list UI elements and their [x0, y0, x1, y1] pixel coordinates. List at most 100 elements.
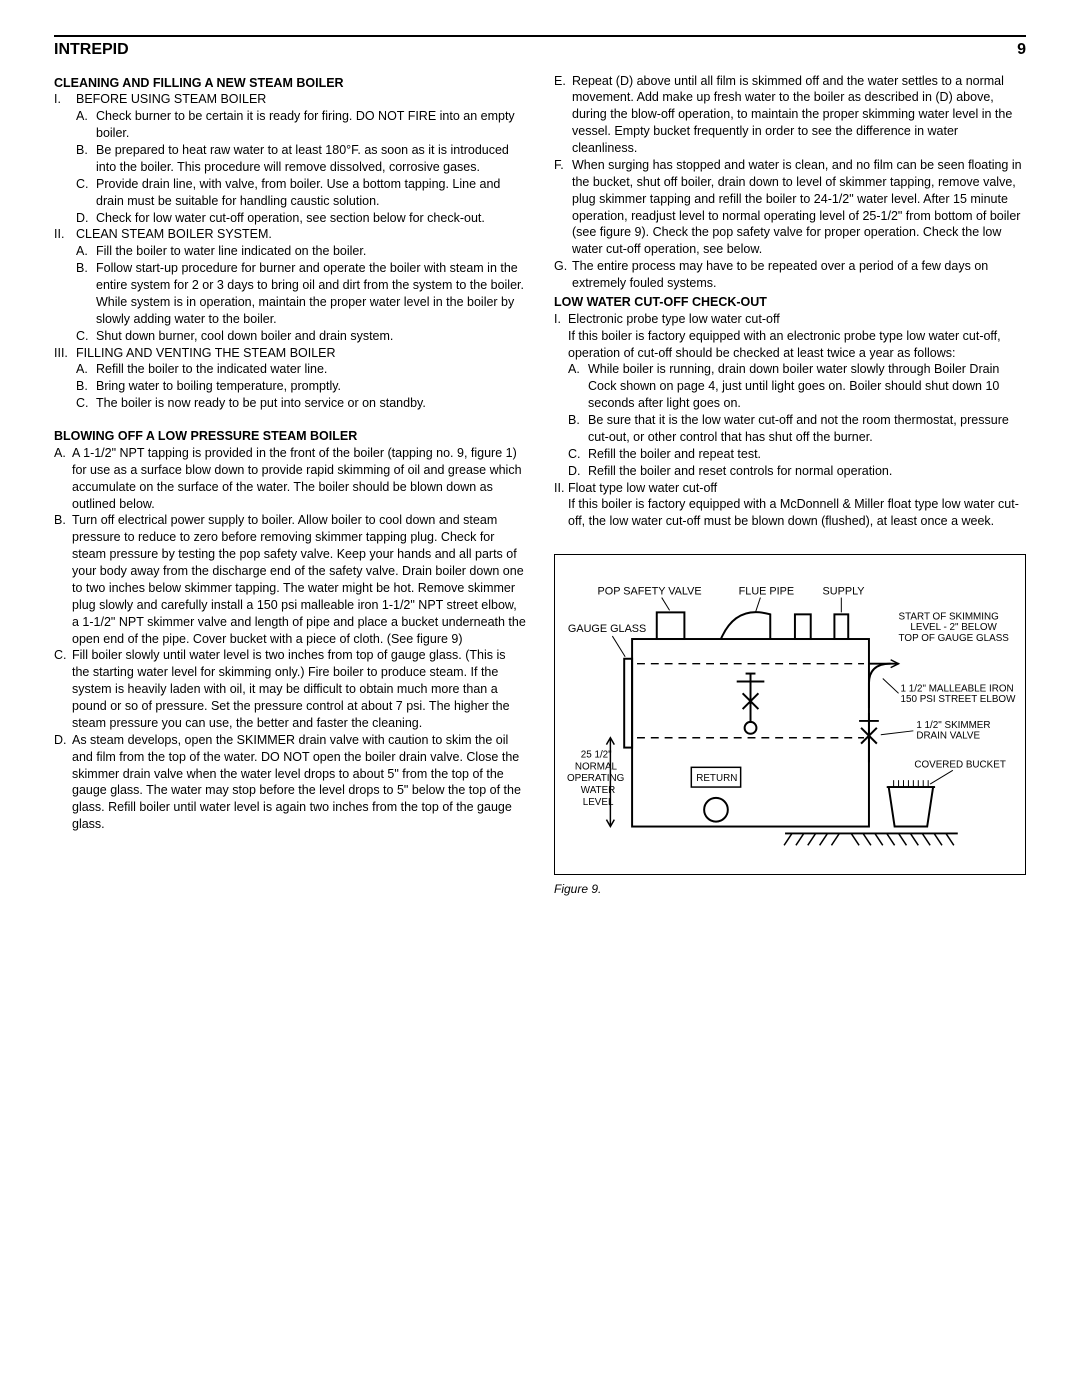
abody: Check for low water cut-off operation, s… — [96, 210, 526, 227]
an: B. — [76, 142, 96, 176]
an: D. — [568, 463, 588, 480]
lbl-elbow2: 150 PSI STREET ELBOW — [901, 694, 1017, 705]
alpha: D.Check for low water cut-off operation,… — [54, 210, 526, 227]
an: B. — [76, 378, 96, 395]
lbl-lvl1: 25 1/2" — [581, 750, 612, 761]
lbl-drain1: 1 1/2" SKIMMER — [916, 720, 990, 731]
alpha: A.Check burner to be certain it is ready… — [54, 108, 526, 142]
an: A. — [76, 108, 96, 142]
top-rule — [54, 35, 1026, 37]
alpha: B.Follow start-up procedure for burner a… — [54, 260, 526, 328]
lbody: Fill boiler slowly until water level is … — [72, 647, 526, 731]
section-title-blowing: BLOWING OFF A LOW PRESSURE STEAM BOILER — [54, 428, 526, 445]
an: B. — [76, 260, 96, 328]
roman-I: I. Electronic probe type low water cut-o… — [554, 311, 1026, 328]
ln: A. — [54, 445, 72, 513]
abody: Refill the boiler to the indicated water… — [96, 361, 526, 378]
an: C. — [76, 328, 96, 345]
abody: Be sure that it is the low water cut-off… — [588, 412, 1026, 446]
rn: III. — [54, 345, 76, 362]
lbl-pop: POP SAFETY VALVE — [598, 586, 702, 598]
roman-II: II. CLEAN STEAM BOILER SYSTEM. — [54, 226, 526, 243]
abody: Bring water to boiling temperature, prom… — [96, 378, 526, 395]
alpha: A.Refill the boiler to the indicated wat… — [54, 361, 526, 378]
page-number: 9 — [1017, 39, 1026, 61]
an: C. — [76, 176, 96, 210]
ln: C. — [54, 647, 72, 731]
letter: A.A 1-1/2" NPT tapping is provided in th… — [54, 445, 526, 513]
alpha: C.The boiler is now ready to be put into… — [54, 395, 526, 412]
rbody: CLEAN STEAM BOILER SYSTEM. — [76, 226, 526, 243]
figure-9: POP SAFETY VALVE FLUE PIPE SUPPLY GAUGE … — [554, 554, 1026, 875]
lbody: When surging has stopped and water is cl… — [572, 157, 1026, 258]
rbody: BEFORE USING STEAM BOILER — [76, 91, 526, 108]
an: A. — [76, 243, 96, 260]
lbl-drain2: DRAIN VALVE — [916, 731, 980, 742]
an: A. — [76, 361, 96, 378]
letter: C.Fill boiler slowly until water level i… — [54, 647, 526, 731]
lbl-bucket: COVERED BUCKET — [914, 760, 1006, 771]
letter: F.When surging has stopped and water is … — [554, 157, 1026, 258]
alpha: B.Be prepared to heat raw water to at le… — [54, 142, 526, 176]
letter: B.Turn off electrical power supply to bo… — [54, 512, 526, 647]
an: C. — [76, 395, 96, 412]
roman-II: II. Float type low water cut-off — [554, 480, 1026, 497]
rn: I. — [54, 91, 76, 108]
abody: Shut down burner, cool down boiler and d… — [96, 328, 526, 345]
roman-I: I. BEFORE USING STEAM BOILER — [54, 91, 526, 108]
an: C. — [568, 446, 588, 463]
section-title-lowwater: LOW WATER CUT-OFF CHECK-OUT — [554, 294, 1026, 311]
lbl-lvl4: WATER — [581, 785, 616, 796]
rbody: Float type low water cut-off — [568, 480, 1026, 497]
lbody: Turn off electrical power supply to boil… — [72, 512, 526, 647]
lbl-lvl3: OPERATING — [567, 773, 624, 784]
ln: E. — [554, 73, 572, 157]
rbody: FILLING AND VENTING THE STEAM BOILER — [76, 345, 526, 362]
abody: While boiler is running, drain down boil… — [588, 361, 1026, 412]
an: A. — [568, 361, 588, 412]
ln: D. — [54, 732, 72, 833]
lbl-flue: FLUE PIPE — [739, 586, 794, 598]
roman-III: III. FILLING AND VENTING THE STEAM BOILE… — [54, 345, 526, 362]
letter: E.Repeat (D) above until all film is ski… — [554, 73, 1026, 157]
abody: The boiler is now ready to be put into s… — [96, 395, 526, 412]
lbl-gauge: GAUGE GLASS — [568, 623, 646, 635]
lbl-lvl5: LEVEL — [583, 797, 614, 808]
figure-caption: Figure 9. — [554, 881, 1026, 897]
abody: Fill the boiler to water line indicated … — [96, 243, 526, 260]
columns: CLEANING AND FILLING A NEW STEAM BOILER … — [54, 73, 1026, 897]
lbl-return: RETURN — [696, 773, 737, 784]
figure-9-svg: POP SAFETY VALVE FLUE PIPE SUPPLY GAUGE … — [563, 565, 1017, 861]
abody: Follow start-up procedure for burner and… — [96, 260, 526, 328]
rn: I. — [554, 311, 568, 328]
ln: B. — [54, 512, 72, 647]
para: If this boiler is factory equipped with … — [554, 496, 1026, 530]
abody: Refill the boiler and repeat test. — [588, 446, 1026, 463]
alpha: A.Fill the boiler to water line indicate… — [54, 243, 526, 260]
alpha: A.While boiler is running, drain down bo… — [554, 361, 1026, 412]
alpha: D.Refill the boiler and reset controls f… — [554, 463, 1026, 480]
ln: F. — [554, 157, 572, 258]
lbody: A 1-1/2" NPT tapping is provided in the … — [72, 445, 526, 513]
abody: Check burner to be certain it is ready f… — [96, 108, 526, 142]
section-title-cleaning: CLEANING AND FILLING A NEW STEAM BOILER — [54, 75, 526, 92]
header-title: INTREPID — [54, 39, 129, 61]
lbl-lvl2: NORMAL — [575, 762, 618, 773]
lbl-supply: SUPPLY — [823, 586, 865, 598]
alpha: B.Bring water to boiling temperature, pr… — [54, 378, 526, 395]
letter: D.As steam develops, open the SKIMMER dr… — [54, 732, 526, 833]
left-column: CLEANING AND FILLING A NEW STEAM BOILER … — [54, 73, 526, 897]
alpha: C.Shut down burner, cool down boiler and… — [54, 328, 526, 345]
an: D. — [76, 210, 96, 227]
alpha: B.Be sure that it is the low water cut-o… — [554, 412, 1026, 446]
lbody: As steam develops, open the SKIMMER drai… — [72, 732, 526, 833]
abody: Provide drain line, with valve, from boi… — [96, 176, 526, 210]
abody: Refill the boiler and reset controls for… — [588, 463, 1026, 480]
lbl-skim3: TOP OF GAUGE GLASS — [899, 633, 1010, 644]
right-column: E.Repeat (D) above until all film is ski… — [554, 73, 1026, 897]
rbody: Electronic probe type low water cut-off — [568, 311, 1026, 328]
lbody: The entire process may have to be repeat… — [572, 258, 1026, 292]
page-header: INTREPID 9 — [54, 39, 1026, 61]
rn: II. — [54, 226, 76, 243]
ln: G. — [554, 258, 572, 292]
